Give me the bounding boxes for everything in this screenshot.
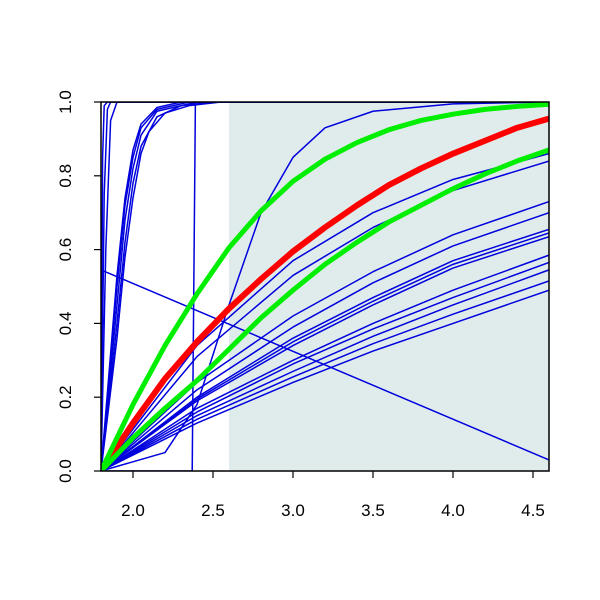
y-tick-label: 0.0 <box>56 459 75 483</box>
series-line-4 <box>101 102 549 471</box>
series-line-11 <box>101 269 549 461</box>
series-line-26 <box>101 147 549 471</box>
series-line-7 <box>101 102 549 471</box>
y-tick-label: 0.6 <box>56 238 75 262</box>
series-line-15 <box>101 211 549 471</box>
series-line-9 <box>101 102 549 471</box>
series-group <box>101 102 549 471</box>
series-line-25 <box>101 102 549 471</box>
series-line-20 <box>101 261 549 471</box>
y-axis: 0.0 0.2 0.4 0.6 0.8 1.0 <box>56 90 101 483</box>
x-tick-label: 2.5 <box>201 501 225 520</box>
series-line-19 <box>101 254 549 471</box>
series-line-24 <box>101 115 549 471</box>
series-line-5 <box>101 102 549 471</box>
series-line-16 <box>101 228 549 471</box>
x-tick-label: 4.5 <box>521 501 545 520</box>
plot-area <box>100 101 550 472</box>
shaded-region <box>229 102 549 471</box>
y-tick-label: 1.0 <box>56 90 75 114</box>
x-tick-label: 2.0 <box>121 501 145 520</box>
plot-frame <box>100 101 550 472</box>
x-tick-label: 3.0 <box>281 501 305 520</box>
series-line-6 <box>101 102 549 471</box>
y-tick-label: 0.8 <box>56 164 75 188</box>
series-line-2 <box>101 102 549 471</box>
series-line-18 <box>101 235 549 471</box>
series-line-13 <box>101 160 549 471</box>
series-line-12 <box>101 152 549 471</box>
series-line-22 <box>101 280 549 471</box>
x-tick-label: 4.0 <box>441 501 465 520</box>
series-line-21 <box>101 269 549 471</box>
y-tick-label: 0.2 <box>56 385 75 409</box>
y-tick-label: 0.4 <box>56 312 75 336</box>
series-line-23 <box>101 289 549 471</box>
series-line-17 <box>101 232 549 471</box>
series-line-1 <box>101 102 549 471</box>
series-line-8 <box>101 102 549 471</box>
x-tick-label: 3.5 <box>361 501 385 520</box>
series-line-3 <box>101 102 549 471</box>
x-axis: 2.0 2.5 3.0 3.5 4.0 4.5 <box>121 471 545 520</box>
